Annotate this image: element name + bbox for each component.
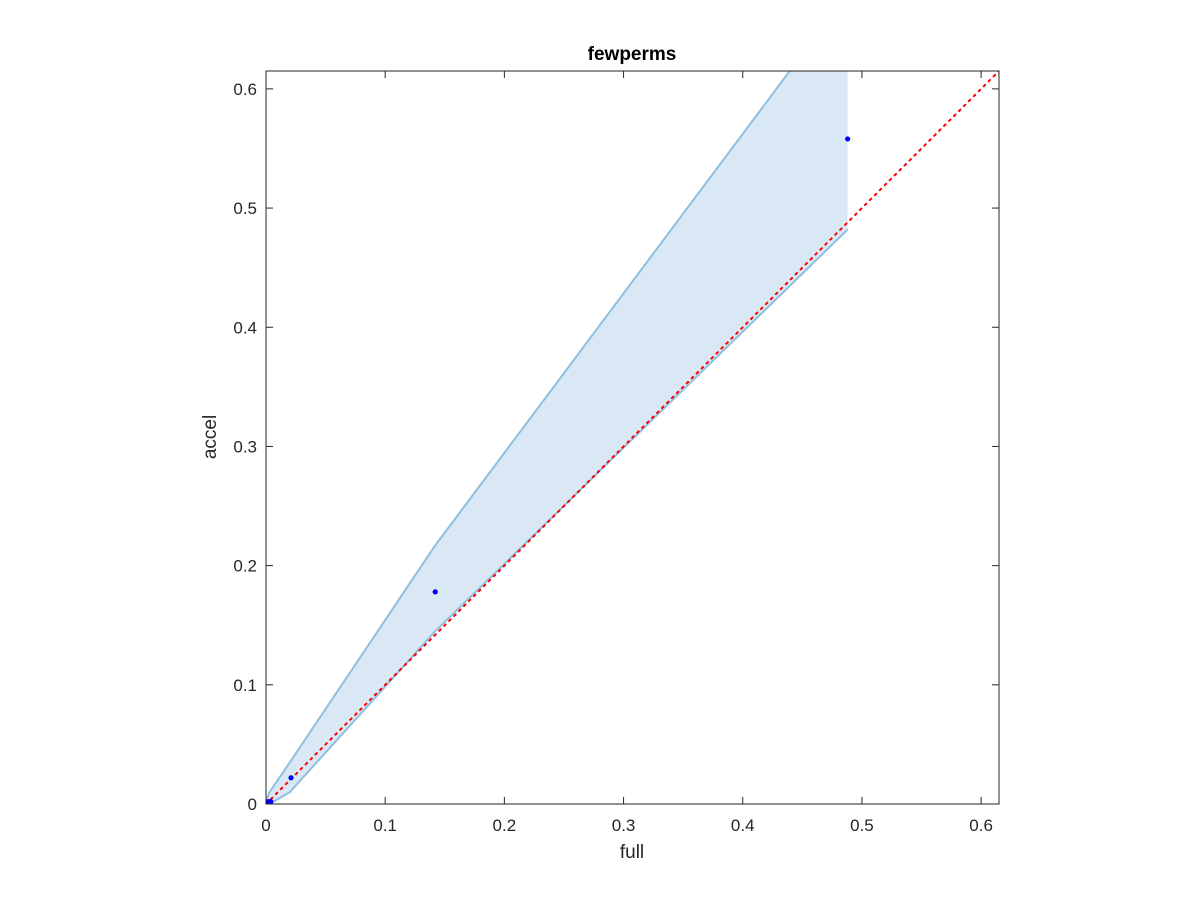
y-tick-label: 0.1 xyxy=(233,676,257,695)
data-point xyxy=(288,775,294,781)
data-point xyxy=(845,136,851,142)
x-tick-label: 0.2 xyxy=(493,816,517,835)
x-tick-label: 0.1 xyxy=(373,816,397,835)
y-tick-label: 0.3 xyxy=(233,437,257,456)
x-tick-label: 0 xyxy=(261,816,270,835)
x-tick-label: 0.5 xyxy=(850,816,874,835)
reference-line xyxy=(266,71,999,804)
x-tick-label: 0.6 xyxy=(969,816,993,835)
y-tick-label: 0.4 xyxy=(233,318,257,337)
data-point xyxy=(268,799,274,804)
x-tick-label: 0.4 xyxy=(731,816,755,835)
chart-title: fewperms xyxy=(588,44,677,65)
y-tick-label: 0.2 xyxy=(233,557,257,576)
x-tick-label: 0.3 xyxy=(612,816,636,835)
y-axis-label: accel xyxy=(200,415,221,459)
band-upper-edge xyxy=(266,71,791,802)
x-axis-label: full xyxy=(620,842,644,863)
y-tick-label: 0.6 xyxy=(233,80,257,99)
y-tick-label: 0 xyxy=(248,795,257,814)
axes-box xyxy=(265,70,1000,805)
band-area xyxy=(266,71,848,804)
data-point xyxy=(432,589,438,595)
y-tick-label: 0.5 xyxy=(233,199,257,218)
